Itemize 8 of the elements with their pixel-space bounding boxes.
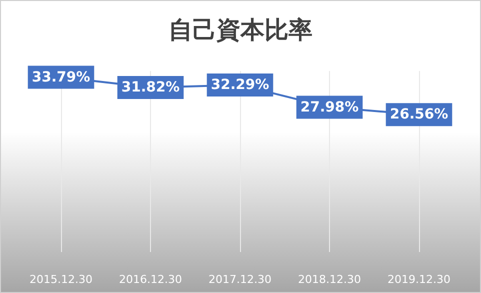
x-tick-label: 2015.12.30 — [30, 273, 92, 286]
data-label: 26.56% — [390, 106, 448, 123]
x-tick-label: 2016.12.30 — [119, 273, 182, 286]
x-tick-label: 2017.12.30 — [208, 273, 272, 286]
x-tick-label: 2019.12.30 — [388, 273, 450, 286]
x-tick-label: 2018.12.30 — [298, 273, 361, 286]
chart-title: 自己資本比率 — [168, 16, 312, 44]
data-label: 33.79% — [32, 69, 90, 86]
